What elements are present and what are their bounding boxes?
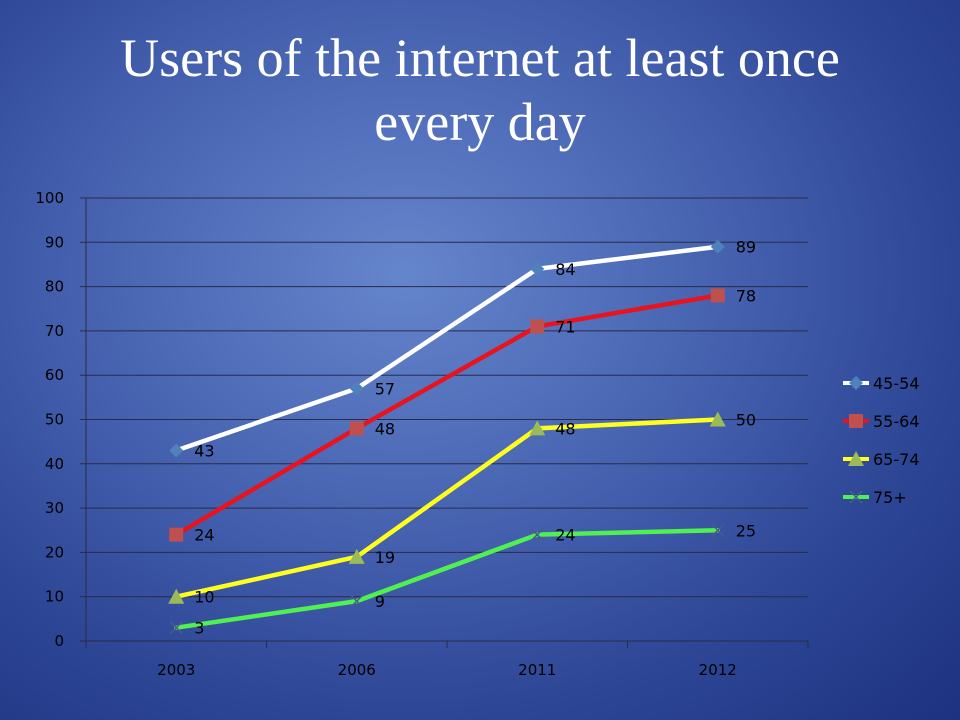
legend-item: 45-54: [843, 374, 920, 393]
data-point-marker: [349, 421, 364, 436]
legend-item: 55-64: [843, 412, 920, 431]
legend-swatch-marker: [848, 451, 864, 466]
data-label: 24: [555, 526, 575, 545]
series-line: [174, 528, 720, 630]
data-point-marker: [350, 594, 364, 608]
data-label: 25: [736, 521, 756, 540]
data-label: 48: [555, 419, 575, 438]
data-point-marker: [169, 621, 183, 635]
data-point-marker: [169, 443, 184, 458]
data-label: 24: [194, 526, 214, 545]
y-tick-label: 0: [54, 632, 64, 650]
y-tick-label: 80: [45, 278, 64, 296]
slide-title: Users of the internet at least once ever…: [120, 28, 840, 152]
series-75+: 3 9 24 25: [169, 521, 756, 638]
data-point-marker: [349, 381, 364, 396]
series-line: [174, 293, 720, 537]
legend-label: 55-64: [873, 412, 920, 431]
legend-swatch-marker: [849, 376, 863, 390]
data-label: 84: [555, 260, 575, 279]
legend-label: 45-54: [873, 374, 920, 393]
y-tick-label: 70: [45, 322, 64, 340]
data-point-marker: [710, 288, 725, 303]
y-tick-label: 90: [45, 233, 64, 251]
data-point-marker: [169, 527, 184, 542]
y-tick-label: 20: [45, 543, 64, 561]
y-tick-label: 40: [45, 455, 64, 473]
x-tick-label: 2011: [518, 661, 556, 679]
legend: 45-54 55-64 65-74 75+: [843, 374, 920, 507]
data-point-marker: [711, 523, 725, 537]
data-label: 78: [736, 286, 756, 305]
data-point-marker: [530, 261, 545, 276]
y-tick-label: 10: [45, 588, 64, 606]
y-tick-label: 100: [35, 189, 64, 207]
data-label: 48: [375, 419, 395, 438]
legend-swatch-marker: [849, 414, 863, 428]
series-55-64: 24 48 71 78: [169, 286, 756, 545]
data-point-marker: [529, 420, 546, 436]
data-point-marker: [348, 548, 365, 564]
data-label: 71: [555, 317, 575, 336]
series-layer: 43 57 84 89 24 48 71 78 10 19 48 50 3 9 24 25: [168, 238, 756, 638]
data-point-marker: [530, 528, 544, 542]
x-tick-label: 2012: [699, 661, 737, 679]
series-65-74: 10 19 48 50: [168, 411, 756, 607]
legend-item: 65-74: [843, 450, 920, 469]
y-tick-label: 30: [45, 499, 64, 517]
data-label: 10: [194, 588, 214, 607]
data-label: 57: [375, 379, 395, 398]
x-axis-tick-labels: 2003 2006 2011 2012: [157, 661, 737, 679]
series-line: [174, 417, 720, 599]
x-tick-label: 2003: [157, 661, 195, 679]
data-point-marker: [709, 411, 726, 427]
data-point-marker: [530, 319, 545, 334]
data-label: 50: [736, 411, 756, 430]
legend-label: 65-74: [873, 450, 920, 469]
data-label: 89: [736, 238, 756, 257]
data-point-marker: [710, 239, 725, 254]
axes: [80, 197, 809, 648]
data-point-marker: [168, 588, 185, 604]
series-line: [174, 244, 720, 453]
legend-swatch-marker: [849, 490, 863, 504]
data-label: 19: [375, 548, 395, 567]
data-label: 43: [194, 442, 214, 461]
series-45-54: 43 57 84 89: [169, 238, 756, 461]
y-tick-label: 50: [45, 411, 64, 429]
y-tick-label: 60: [45, 366, 64, 384]
legend-item: 75+: [843, 488, 907, 507]
x-tick-label: 2006: [338, 661, 376, 679]
data-label: 3: [194, 619, 204, 638]
data-label: 9: [375, 592, 385, 611]
legend-label: 75+: [873, 488, 907, 507]
y-axis-tick-labels: 0 10 20 30 40 50 60 70 80 90 100: [35, 189, 64, 650]
